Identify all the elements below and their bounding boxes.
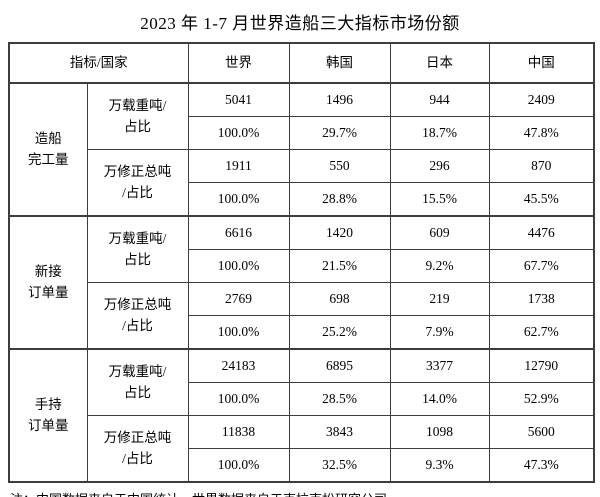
share-cell: 18.7% — [389, 116, 490, 150]
share-cell: 47.8% — [488, 116, 595, 150]
table-row: 万修正总吨 /占比 2769 698 219 1738 — [9, 282, 595, 350]
metric-cell: 万载重吨/ 占比 — [86, 348, 189, 416]
value-cell: 1098 — [389, 415, 490, 449]
metric-cell: 万载重吨/ 占比 — [86, 215, 189, 283]
share-cell: 100.0% — [187, 448, 290, 483]
share-cell: 100.0% — [187, 116, 290, 150]
value-cell: 870 — [488, 149, 595, 183]
value-cell: 550 — [288, 149, 391, 183]
metric-cell: 万修正总吨 /占比 — [86, 415, 189, 483]
metric-cell: 万修正总吨 /占比 — [86, 149, 189, 217]
metric-cell: 万载重吨/ 占比 — [86, 82, 189, 150]
value-cell: 2769 — [187, 282, 290, 316]
table-row: 100.0% 28.5% 14.0% 52.9% — [9, 382, 595, 416]
value-cell: 6616 — [187, 215, 290, 250]
table-row: 万修正总吨 /占比 1911 550 296 870 — [9, 149, 595, 217]
value-cell: 4476 — [488, 215, 595, 250]
share-cell: 100.0% — [187, 315, 290, 350]
header-japan: 日本 — [389, 42, 490, 84]
value-cell: 296 — [389, 149, 490, 183]
share-cell: 62.7% — [488, 315, 595, 350]
header-world: 世界 — [187, 42, 290, 84]
value-cell: 944 — [389, 82, 490, 117]
table-row: 万修正总吨 /占比 11838 3843 1098 5600 — [9, 415, 595, 483]
share-cell: 14.0% — [389, 382, 490, 416]
share-cell: 28.8% — [288, 182, 391, 217]
share-cell: 28.5% — [288, 382, 391, 416]
table-row: 新接 订单量 万载重吨/ 占比 6616 1420 609 4476 — [8, 215, 595, 350]
group-cell-completions: 造船 完工量 — [8, 82, 88, 217]
header-indicator-country: 指标/国家 — [8, 42, 189, 84]
table-row: 100.0% 32.5% 9.3% 47.3% — [9, 448, 595, 483]
value-cell: 5600 — [488, 415, 595, 449]
value-cell: 1738 — [488, 282, 595, 316]
share-cell: 15.5% — [389, 182, 490, 217]
value-cell: 1911 — [187, 149, 290, 183]
table-row: 100.0% 28.8% 15.5% 45.5% — [9, 182, 595, 217]
table-row: 手持 订单量 万载重吨/ 占比 24183 6895 3377 12790 — [8, 348, 595, 483]
share-cell: 29.7% — [288, 116, 391, 150]
metric-cell: 万修正总吨 /占比 — [86, 282, 189, 350]
value-cell: 609 — [389, 215, 490, 250]
value-cell: 3843 — [288, 415, 391, 449]
value-cell: 219 — [389, 282, 490, 316]
value-cell: 698 — [288, 282, 391, 316]
share-cell: 25.2% — [288, 315, 391, 350]
share-cell: 100.0% — [187, 249, 290, 283]
table-row: 造船 完工量 万载重吨/ 占比 5041 1496 944 2409 — [8, 82, 595, 217]
header-row: 指标/国家 世界 韩国 日本 中国 — [8, 42, 595, 84]
share-cell: 32.5% — [288, 448, 391, 483]
table-row: 100.0% 25.2% 7.9% 62.7% — [9, 315, 595, 350]
share-cell: 21.5% — [288, 249, 391, 283]
value-cell: 24183 — [187, 348, 290, 383]
page-title: 2023 年 1-7 月世界造船三大指标市场份额 — [140, 14, 460, 33]
source-note: 注：中国数据来自于中国统计，世界数据来自于克拉克松研究公司。 — [10, 489, 592, 497]
share-cell: 45.5% — [488, 182, 595, 217]
share-cell: 7.9% — [389, 315, 490, 350]
group-cell-orderbook: 手持 订单量 — [8, 348, 88, 483]
value-cell: 1420 — [288, 215, 391, 250]
value-cell: 6895 — [288, 348, 391, 383]
table-row: 100.0% 29.7% 18.7% 47.8% — [9, 116, 595, 150]
table-row: 100.0% 21.5% 9.2% 67.7% — [9, 249, 595, 283]
share-cell: 9.2% — [389, 249, 490, 283]
share-cell: 67.7% — [488, 249, 595, 283]
header-china: 中国 — [488, 42, 595, 84]
value-cell: 2409 — [488, 82, 595, 117]
value-cell: 11838 — [187, 415, 290, 449]
value-cell: 12790 — [488, 348, 595, 383]
share-cell: 52.9% — [488, 382, 595, 416]
share-cell: 47.3% — [488, 448, 595, 483]
value-cell: 1496 — [288, 82, 391, 117]
share-cell: 9.3% — [389, 448, 490, 483]
shipbuilding-indicators-table: 指标/国家 世界 韩国 日本 中国 造船 完工量 万载重吨/ 占比 5041 1… — [8, 42, 596, 483]
share-cell: 100.0% — [187, 382, 290, 416]
header-korea: 韩国 — [288, 42, 391, 84]
value-cell: 5041 — [187, 82, 290, 117]
value-cell: 3377 — [389, 348, 490, 383]
group-cell-new-orders: 新接 订单量 — [8, 215, 88, 350]
share-cell: 100.0% — [187, 182, 290, 217]
